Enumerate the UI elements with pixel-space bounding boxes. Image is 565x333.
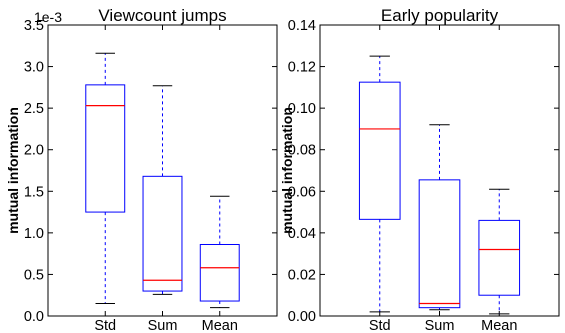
y-tick-label: 0.5 bbox=[24, 267, 44, 283]
chart-title: Early popularity bbox=[381, 6, 499, 25]
chart-panel-viewcount-jumps: 0.0 0.5 1.0 1.5 2.0 2.5 3.0 3.5 Std Sum Mean Viewco… bbox=[5, 6, 278, 333]
box-sum bbox=[142, 85, 183, 295]
box-body bbox=[418, 179, 461, 309]
box-mean bbox=[199, 195, 240, 309]
y-tick-label: 0.06 bbox=[288, 184, 316, 200]
y-tick-label: 0.00 bbox=[288, 309, 316, 325]
box-body bbox=[478, 219, 521, 296]
y-tick-label: 3.5 bbox=[24, 18, 44, 34]
box-sum bbox=[418, 124, 461, 311]
x-tick-label: Mean bbox=[481, 318, 517, 333]
x-tick-label: Std bbox=[369, 318, 391, 333]
y-tick-label: 0.02 bbox=[288, 267, 316, 283]
x-tick-label: Std bbox=[94, 318, 116, 333]
y-tick-label: 0.04 bbox=[288, 226, 316, 242]
box-body bbox=[358, 81, 401, 220]
chart-panel-early-popularity: 0.00 0.02 0.04 0.06 0.08 0.10 0.12 0.14 Std Sum Me… bbox=[279, 6, 560, 333]
box-body bbox=[142, 175, 183, 292]
box-std bbox=[358, 55, 401, 313]
chart-title: Viewcount jumps bbox=[98, 6, 226, 25]
y-tick-label: 0.08 bbox=[288, 143, 316, 159]
x-tick-label: Sum bbox=[425, 318, 455, 333]
y-tick-label: 0.10 bbox=[288, 101, 316, 117]
y-axis-label: mutual information bbox=[279, 107, 295, 234]
y-tick-label: 0.0 bbox=[24, 309, 44, 325]
x-tick-label: Sum bbox=[148, 318, 178, 333]
y-axis-label: mutual information bbox=[5, 107, 21, 234]
y-tick-label: 0.12 bbox=[288, 60, 316, 76]
y-offset-label: 1e-3 bbox=[34, 9, 62, 25]
x-tick-label: Mean bbox=[202, 318, 238, 333]
plot-frame bbox=[47, 24, 278, 317]
box-std bbox=[85, 52, 126, 305]
box-body bbox=[199, 243, 240, 302]
y-tick-label: 0.14 bbox=[288, 18, 316, 34]
y-tick-label: 1.0 bbox=[24, 226, 44, 242]
y-tick-label: 1.5 bbox=[24, 184, 44, 200]
box-mean bbox=[478, 188, 521, 315]
y-tick-label: 2.5 bbox=[24, 101, 44, 117]
box-body bbox=[85, 84, 126, 213]
y-tick-label: 3.0 bbox=[24, 60, 44, 76]
y-tick-label: 2.0 bbox=[24, 143, 44, 159]
plot-frame bbox=[319, 24, 560, 317]
